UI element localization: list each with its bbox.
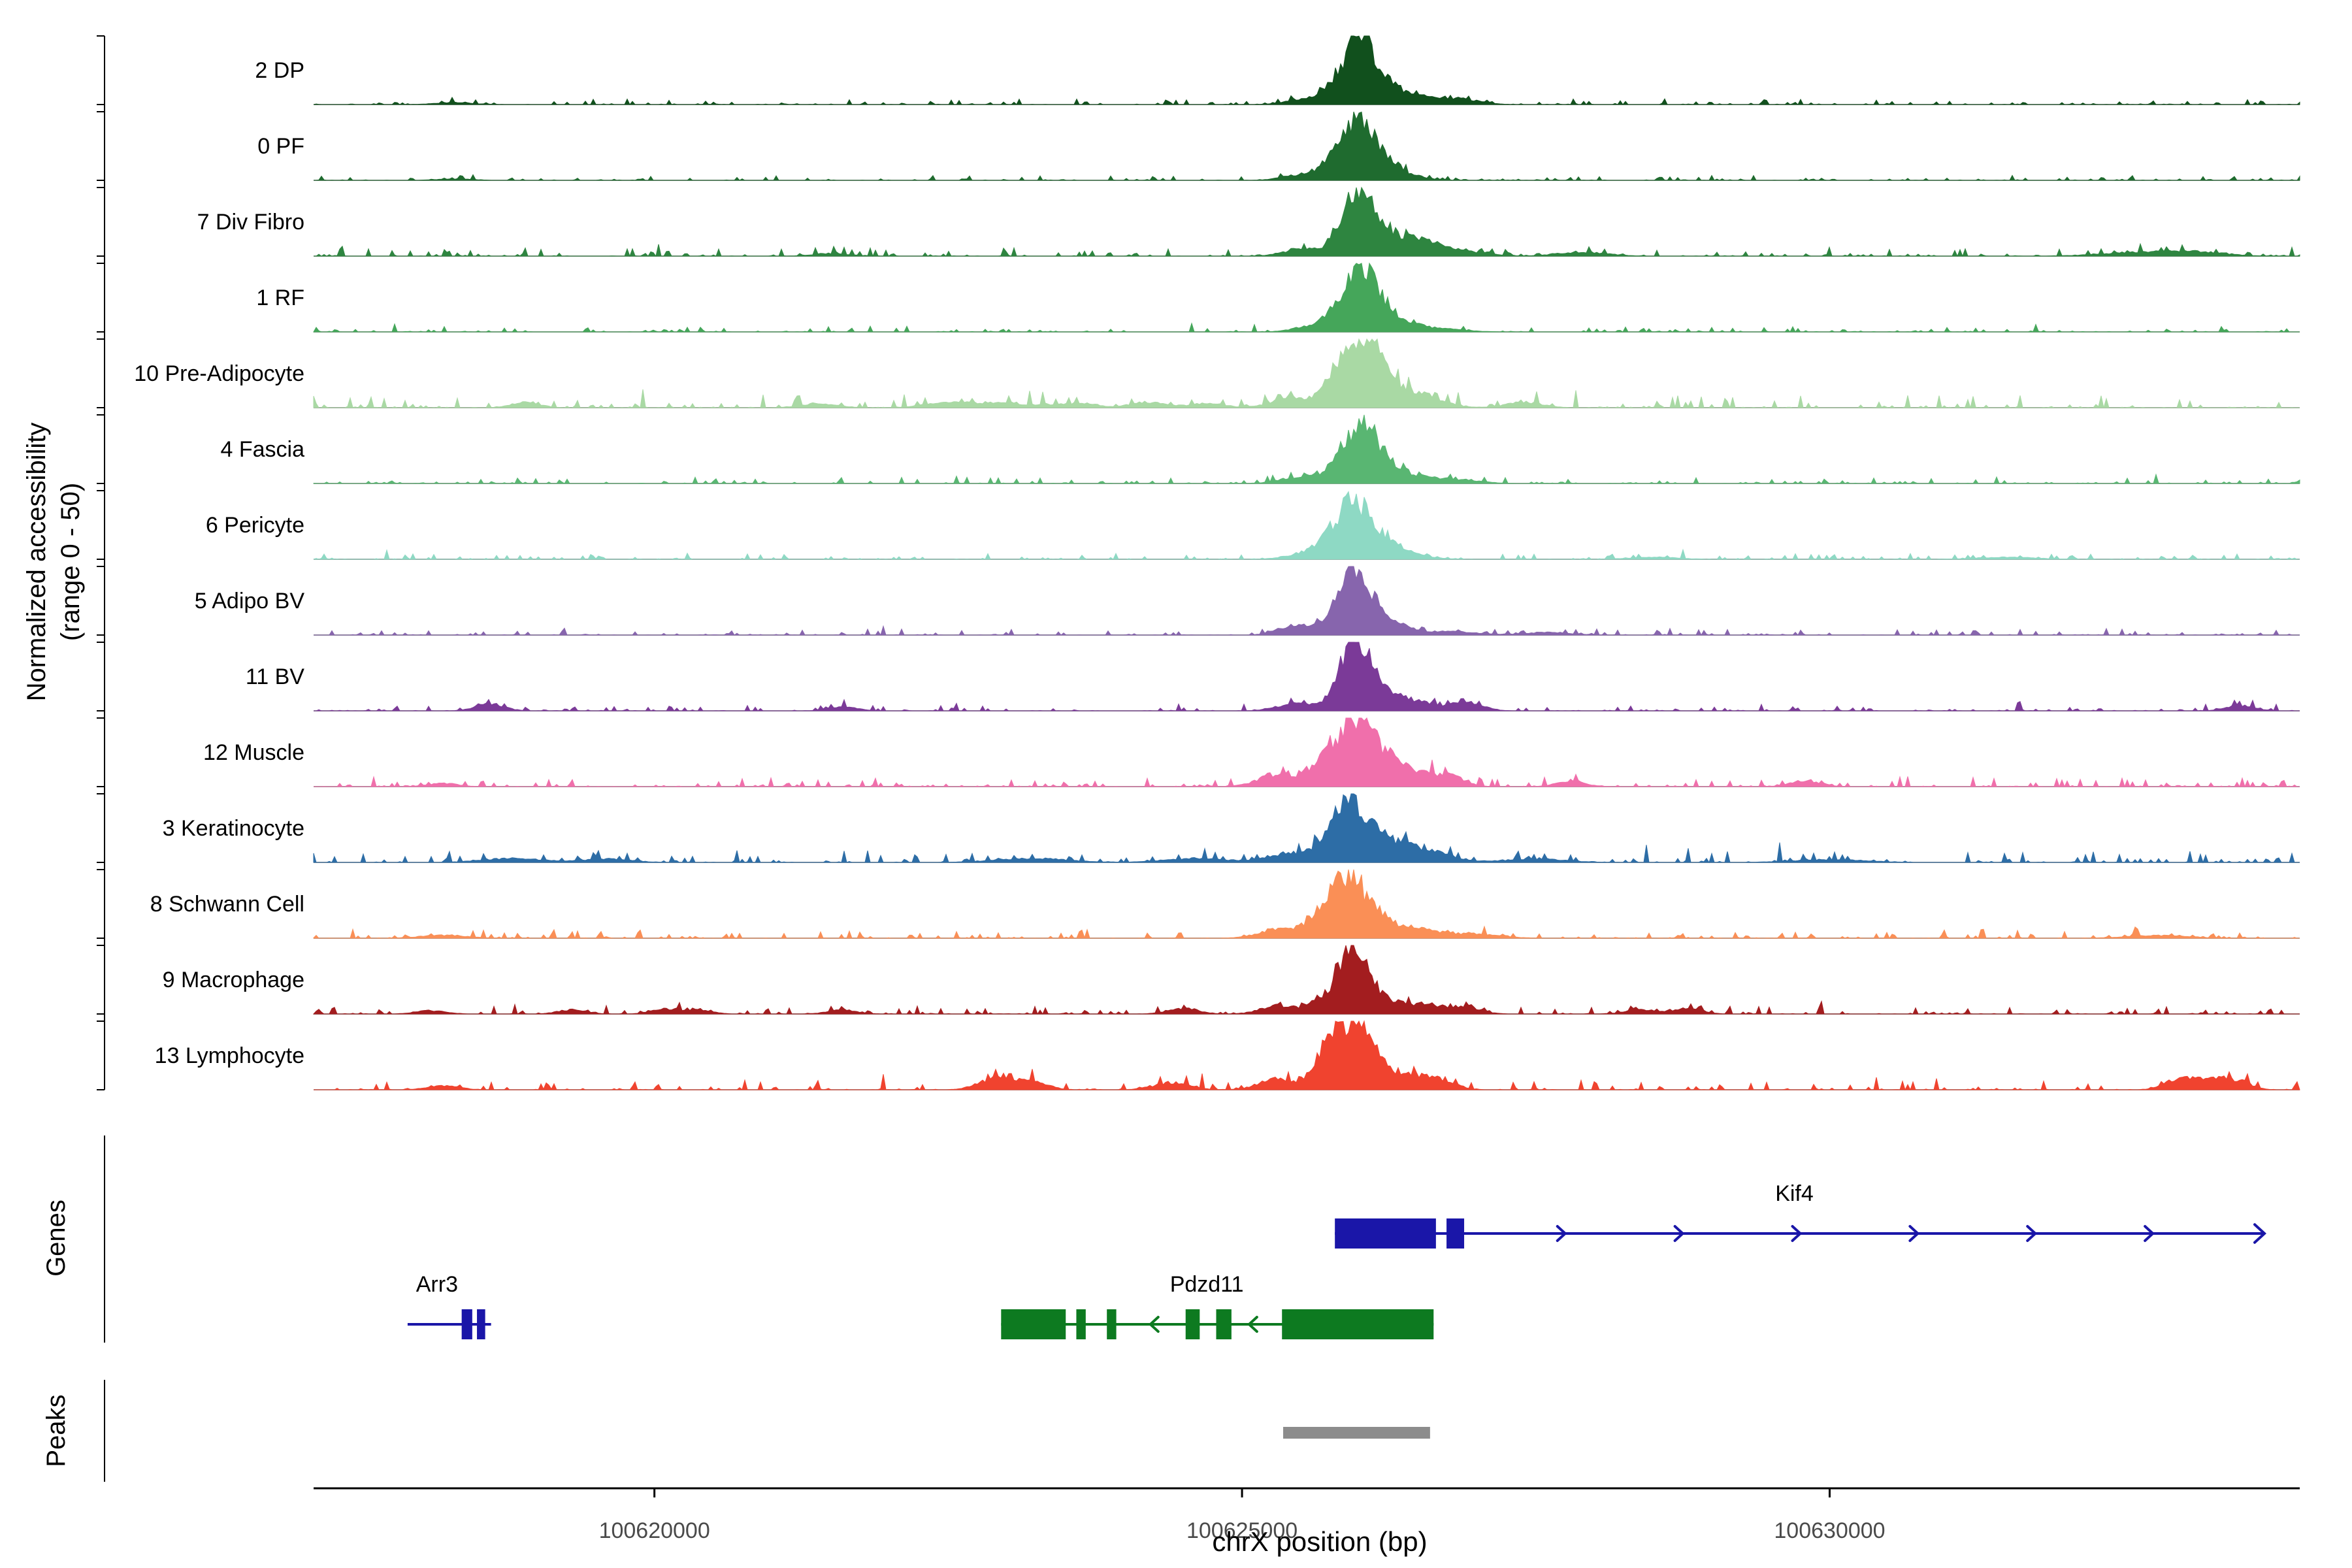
gene-exon-pdzd11: [1107, 1309, 1117, 1339]
strand-arrow-kif4: [1673, 1225, 1685, 1242]
track-label-10-pre-adipocyte: 10 Pre-Adipocyte: [134, 361, 304, 386]
gene-exon-arr3: [461, 1309, 472, 1339]
strand-arrow-pdzd11: [1148, 1316, 1160, 1333]
gene-label-arr3: Arr3: [416, 1272, 458, 1297]
strand-arrow-pdzd11: [1247, 1316, 1258, 1333]
track-signal-4-fascia: [313, 414, 2300, 484]
gene-exon-arr3: [477, 1309, 485, 1339]
terminal-arrow-kif4: [2253, 1223, 2266, 1244]
track-signal-10-pre-adipocyte: [313, 338, 2300, 409]
track-signal-7-div-fibro: [314, 186, 2300, 257]
gene-exon-kif4: [1335, 1218, 1436, 1249]
genes-section-label: Genes: [42, 1200, 71, 1277]
track-signal-0-pf: [314, 111, 2300, 181]
gene-exon-pdzd11: [1282, 1309, 1434, 1339]
strand-arrow-kif4: [1908, 1225, 1920, 1242]
peak-bar-1: [1283, 1427, 1430, 1439]
x-tick-label-100630000: 100630000: [1774, 1518, 1885, 1543]
track-signal-1-rf: [313, 262, 2300, 333]
track-label-0-pf: 0 PF: [257, 134, 304, 159]
track-label-2-dp: 2 DP: [255, 58, 304, 83]
track-signal-12-muscle: [314, 717, 2300, 788]
y-axis-label-line2: (range 0 - 50): [56, 482, 85, 642]
track-signal-9-macrophage: [312, 945, 2300, 1015]
gene-exon-pdzd11: [1076, 1309, 1086, 1339]
track-label-5-adipo-bv: 5 Adipo BV: [195, 589, 305, 613]
track-label-13-lymphocyte: 13 Lymphocyte: [155, 1043, 304, 1068]
track-signal-11-bv: [314, 642, 2300, 711]
x-tick-label-100625000: 100625000: [1186, 1518, 1298, 1543]
track-signal-6-pericyte: [313, 491, 2300, 560]
track-label-8-schwann-cell: 8 Schwann Cell: [150, 892, 304, 917]
track-label-9-macrophage: 9 Macrophage: [163, 968, 304, 992]
strand-arrow-kif4: [1556, 1225, 1567, 1242]
track-label-1-rf: 1 RF: [256, 286, 304, 310]
x-axis-title: chrX position (bp): [1212, 1526, 1428, 1557]
y-axis-label-line1: Normalized accessibility: [22, 422, 51, 702]
gene-exon-pdzd11: [1185, 1309, 1200, 1339]
gene-exon-pdzd11: [1216, 1309, 1232, 1339]
track-signal-2-dp: [313, 35, 2300, 105]
track-label-12-muscle: 12 Muscle: [203, 740, 304, 765]
track-label-4-fascia: 4 Fascia: [221, 437, 305, 462]
track-signal-3-keratinocyte: [313, 793, 2300, 864]
track-signal-13-lymphocyte: [314, 1020, 2300, 1091]
gene-exon-kif4: [1446, 1218, 1465, 1249]
track-label-11-bv: 11 BV: [246, 664, 304, 689]
track-label-7-div-fibro: 7 Div Fibro: [197, 210, 304, 235]
peaks-section-label: Peaks: [42, 1394, 71, 1467]
x-tick-label-100620000: 100620000: [599, 1518, 710, 1543]
track-label-6-pericyte: 6 Pericyte: [206, 513, 304, 538]
strand-arrow-kif4: [2026, 1225, 2038, 1242]
y-axis-label: Normalized accessibility (range 0 - 50): [20, 423, 88, 702]
track-signal-8-schwann-cell: [313, 869, 2300, 939]
gene-label-pdzd11: Pdzd11: [1170, 1272, 1244, 1297]
track-signal-5-adipo-bv: [314, 566, 2300, 636]
gene-label-kif4: Kif4: [1775, 1181, 1814, 1206]
track-label-3-keratinocyte: 3 Keratinocyte: [163, 816, 304, 841]
strand-arrow-kif4: [1791, 1225, 1803, 1242]
gene-exon-pdzd11: [1001, 1309, 1066, 1339]
strand-arrow-kif4: [2144, 1225, 2155, 1242]
